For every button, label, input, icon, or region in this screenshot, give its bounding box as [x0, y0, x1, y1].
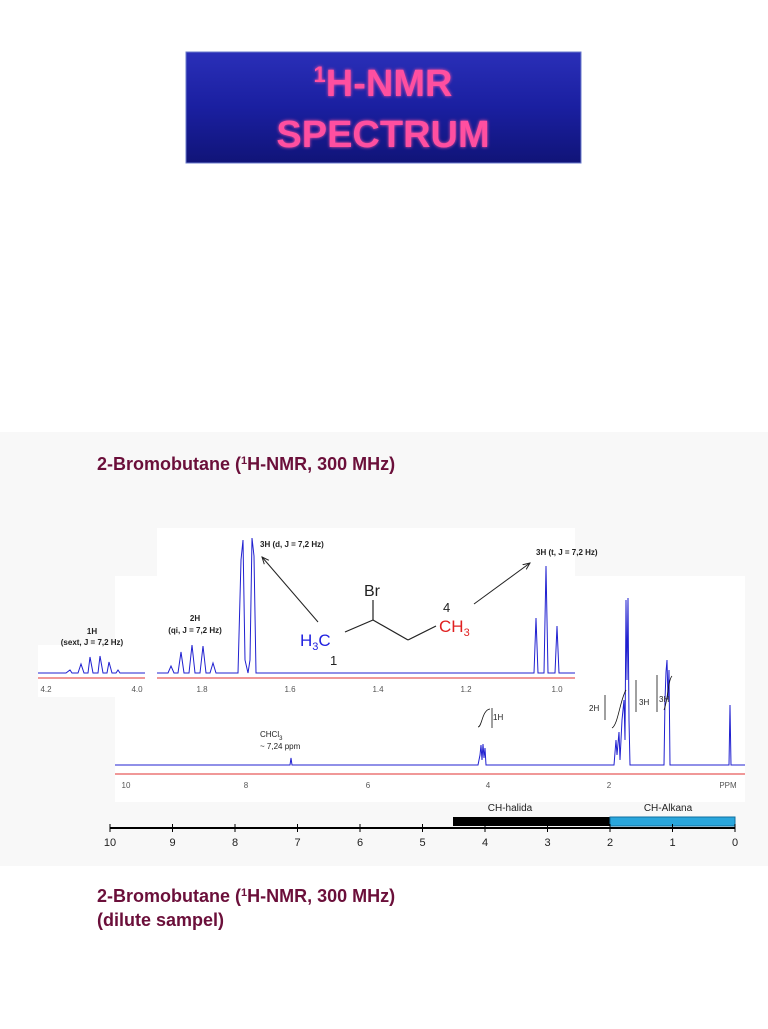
text: 2-Bromobutane ( [97, 454, 241, 474]
peak-label: 1H [87, 627, 97, 636]
atom-label: H3C [300, 631, 331, 653]
heading: 2-Bromobutane (1H-NMR, 300 MHz) [97, 886, 395, 906]
arrow [473, 563, 530, 605]
scale-label: 2 [607, 837, 613, 849]
text: 2-Bromobutane ( [97, 886, 241, 906]
scale-label: 1 [669, 837, 675, 849]
arrow [262, 557, 319, 623]
atom-number: 4 [443, 600, 450, 615]
scale-label: 4 [482, 837, 488, 849]
integral-label: 2H [589, 704, 599, 713]
heading: 2-Bromobutane (1H-NMR, 300 MHz) [97, 454, 395, 474]
text: CH [439, 617, 464, 636]
tick-label: 4.0 [131, 685, 143, 694]
tick-label: 1.2 [460, 685, 472, 694]
sub: 3 [279, 736, 283, 742]
scale-label: 10 [104, 837, 116, 849]
tick-label: 10 [122, 781, 131, 790]
scale-label: 0 [732, 837, 738, 849]
molecule-bonds [344, 600, 437, 641]
tick-label: 4.2 [40, 685, 52, 694]
tick-label: 1.8 [196, 685, 208, 694]
scale-label: 7 [294, 837, 300, 849]
integral-curves [477, 675, 673, 729]
sup: 1 [314, 62, 326, 87]
range-label: CH-halida [488, 803, 533, 814]
range-label: CH-Alkana [644, 803, 693, 814]
tick-label: 8 [244, 781, 249, 790]
peak-label: 2H [190, 614, 200, 623]
integral-label: 3H [639, 698, 649, 707]
peak-label: (sext, J = 7,2 Hz) [61, 638, 124, 647]
sub: 3 [312, 641, 318, 653]
scale-label: 3 [544, 837, 550, 849]
heading-line2: (dilute sampel) [97, 910, 224, 930]
integral-label: 3H [659, 695, 669, 704]
scale-label: 5 [419, 837, 425, 849]
tick-label: 1.0 [551, 685, 563, 694]
scale-label: 9 [169, 837, 175, 849]
tick-label: 1.4 [372, 685, 384, 694]
title-line1: 1H-NMR [314, 62, 453, 105]
text: H [300, 631, 312, 650]
inset-right [157, 528, 575, 696]
text: H-NMR, 300 MHz) [247, 886, 395, 906]
main-ticks: 10 8 6 4 2 PPM [122, 781, 737, 790]
scale: 10 9 8 7 6 5 4 3 2 1 0 [104, 824, 738, 849]
sup: 1 [241, 887, 247, 899]
atom-label: Br [364, 583, 381, 600]
solvent-label: CHCl3 [260, 730, 283, 742]
main-spectrum-trace [115, 597, 745, 766]
title-banner [185, 51, 582, 164]
text: CHCl [260, 730, 279, 739]
text: C [318, 631, 330, 650]
text: H-NMR, 300 MHz) [247, 454, 395, 474]
inset-trace [157, 537, 575, 674]
tick-label: 4 [486, 781, 491, 790]
tick-label: PPM [719, 781, 737, 790]
inset-left [38, 645, 146, 697]
scale-label: 8 [232, 837, 238, 849]
solvent-shift: ~ 7,24 ppm [260, 742, 301, 751]
scale-label: 6 [357, 837, 363, 849]
sub: 3 [464, 627, 470, 639]
peak-label: 3H (t, J = 7,2 Hz) [536, 548, 598, 557]
integral-label: 1H [493, 713, 503, 722]
title: 1H-NMR SPECTRUM [276, 62, 489, 156]
text: H-NMR [326, 63, 453, 105]
sup: 1 [241, 455, 247, 467]
range-bar-halida [453, 817, 610, 826]
inset-ticks: 4.2 4.0 1.8 1.6 1.4 1.2 1.0 [40, 685, 563, 694]
atom-number: 1 [330, 653, 337, 668]
tick-label: 6 [366, 781, 371, 790]
inset-trace-sext [38, 655, 145, 674]
title-line2: SPECTRUM [276, 114, 489, 156]
peak-label: (qi, J = 7,2 Hz) [168, 626, 222, 635]
tick-label: 2 [607, 781, 612, 790]
atom-label: CH3 [439, 617, 470, 639]
peak-label: 3H (d, J = 7,2 Hz) [260, 540, 324, 549]
tick-label: 1.6 [284, 685, 296, 694]
